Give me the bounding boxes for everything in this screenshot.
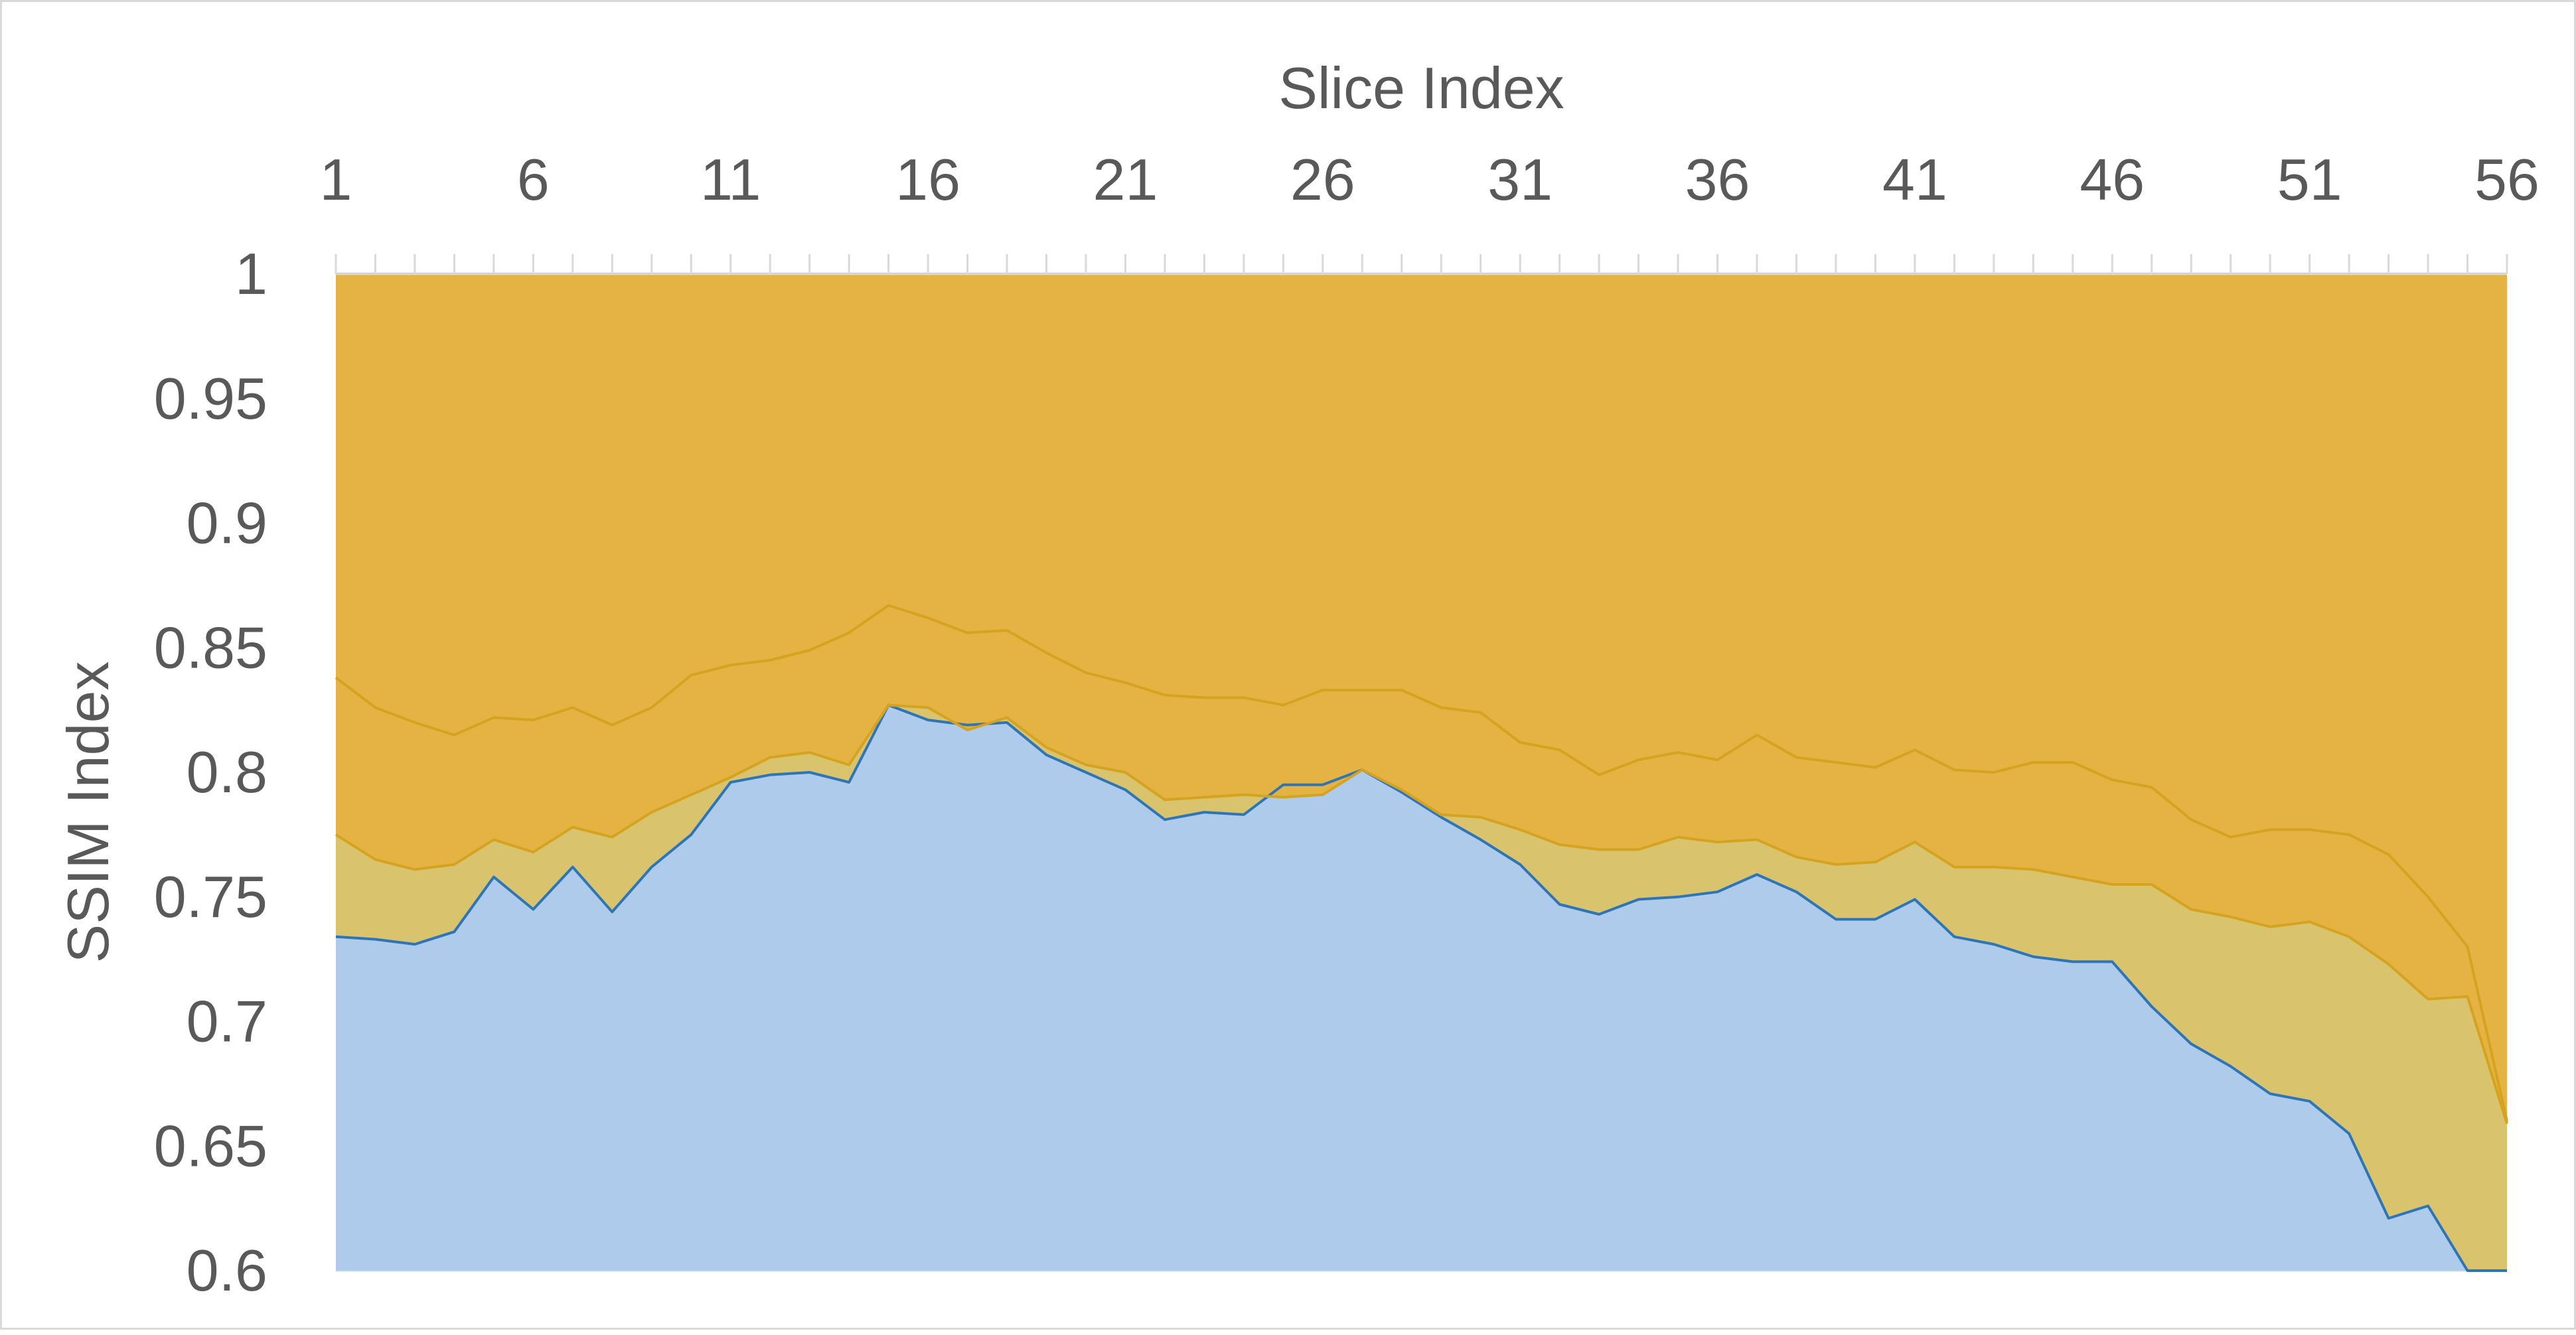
series-areas xyxy=(336,274,2507,1271)
series-1-area xyxy=(336,705,2507,1271)
y-tick-label: 0.85 xyxy=(154,614,267,680)
y-tick-label: 0.95 xyxy=(154,366,267,431)
x-tick-label: 51 xyxy=(2277,147,2342,212)
series-1-line xyxy=(335,703,2507,1272)
series-3-area xyxy=(336,605,2507,1124)
y-tick-label: 0.9 xyxy=(187,490,267,556)
y-tick-label: 0.7 xyxy=(187,989,267,1054)
x-tick-label: 56 xyxy=(2474,147,2539,212)
x-tick-label: 21 xyxy=(1093,147,1158,212)
series-3-line xyxy=(335,604,2508,1122)
y-tick-label: 0.65 xyxy=(154,1113,267,1178)
x-tick-label: 16 xyxy=(895,147,960,212)
y-tick-label: 0.75 xyxy=(154,864,267,930)
y-tick-label: 0.8 xyxy=(187,739,267,805)
x-tick-label: 26 xyxy=(1290,147,1355,212)
x-tick-label: 6 xyxy=(517,147,550,212)
x-tick-label: 36 xyxy=(1685,147,1750,212)
y-tick-label: 0.6 xyxy=(187,1237,267,1303)
x-tick-label: 1 xyxy=(320,147,352,212)
y-tick-label: 1 xyxy=(235,241,267,307)
x-tick-label: 46 xyxy=(2080,147,2145,212)
x-tick-label: 31 xyxy=(1487,147,1553,212)
x-tick-label: 11 xyxy=(700,147,761,212)
y-axis-title: SSIM Index xyxy=(55,662,121,963)
axes: 10.950.90.850.80.750.70.650.61 6 11 16 21 26 3… xyxy=(154,147,2539,1303)
x-tick-label: 41 xyxy=(1882,147,1947,212)
series-2-line xyxy=(335,703,2508,1125)
x-axis-title: Slice Index xyxy=(1278,55,1564,121)
